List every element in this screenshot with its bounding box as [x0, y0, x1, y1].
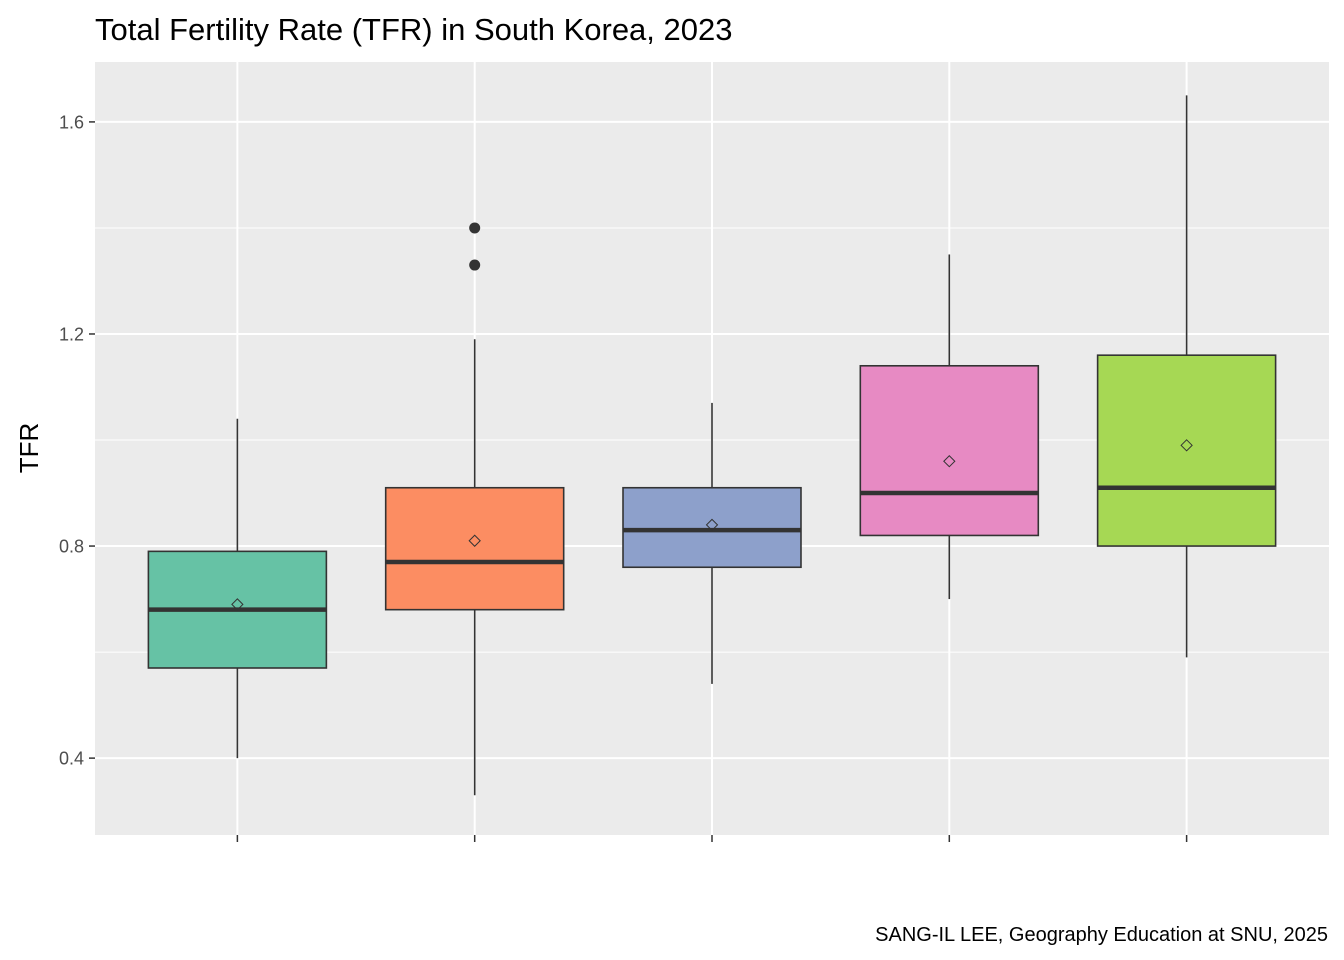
box-group [147, 418, 328, 759]
chart-caption: SANG-IL LEE, Geography Education at SNU,… [875, 924, 1328, 946]
mean-marker [231, 598, 244, 611]
mean-marker [468, 534, 481, 547]
mean-marker [1180, 439, 1193, 452]
mean-marker [943, 455, 956, 468]
box-iqr [622, 486, 802, 569]
y-axis-ticks: 0.4 0.8 1.2 1.6 [59, 112, 95, 769]
outlier-point [469, 259, 481, 271]
boxes [147, 95, 1277, 796]
y-tick-label: 0.8 [59, 537, 84, 557]
box-iqr [859, 364, 1040, 537]
x-axis-ticks [236, 835, 1188, 842]
box-iqr [384, 486, 565, 611]
box-group [384, 222, 565, 796]
y-tick-label: 1.6 [59, 112, 84, 132]
mean-marker [705, 518, 719, 532]
box-group [622, 402, 802, 684]
y-tick-label: 0.4 [59, 749, 84, 769]
box-group [1096, 95, 1277, 658]
y-axis-label: TFR [14, 423, 44, 474]
y-tick-label: 1.2 [59, 324, 84, 344]
box-group [859, 254, 1040, 600]
outlier-point [469, 222, 481, 234]
chart-title: Total Fertility Rate (TFR) in South Kore… [95, 12, 732, 47]
